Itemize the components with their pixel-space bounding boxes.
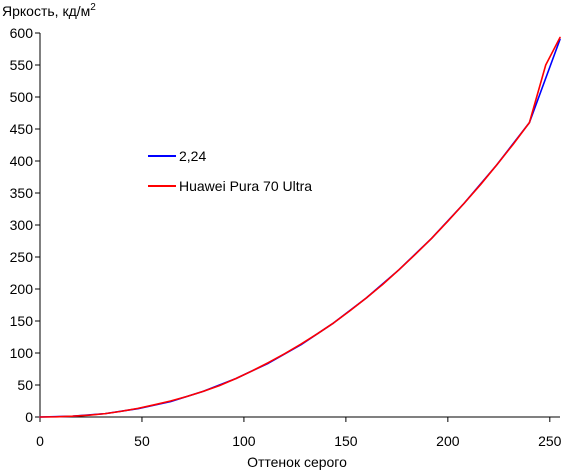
x-tick-label: 100 <box>232 433 256 449</box>
x-tick-label: 0 <box>36 433 44 449</box>
y-axis-title-superscript: 2 <box>90 2 96 13</box>
y-tick-label: 300 <box>10 217 34 233</box>
plot-area: 0 50 100 150 200 250 300 350 400 450 500 550 600 0 50 1… <box>10 25 562 449</box>
y-axis-title-text: Яркость, кд/м <box>2 3 90 19</box>
x-tick-label: 200 <box>436 433 460 449</box>
svg-text:Яркость, кд/м2: Яркость, кд/м2 <box>2 2 96 19</box>
y-tick-label: 50 <box>17 377 33 393</box>
series-line-0 <box>39 38 561 418</box>
x-axis-title: Оттенок серого <box>247 454 347 470</box>
series-line-1 <box>39 36 561 418</box>
x-tick-label: 150 <box>334 433 358 449</box>
x-tick-label: 250 <box>538 433 562 449</box>
y-tick-label: 0 <box>25 409 33 425</box>
y-tick-label: 500 <box>10 89 34 105</box>
y-tick-label: 600 <box>10 25 34 41</box>
legend-label-0: 2,24 <box>179 148 206 164</box>
legend-label-1: Huawei Pura 70 Ultra <box>179 178 312 194</box>
y-tick-label: 450 <box>10 121 34 137</box>
y-tick-label: 150 <box>10 313 34 329</box>
y-tick-label: 200 <box>10 281 34 297</box>
y-tick-label: 400 <box>10 153 34 169</box>
y-tick-label: 250 <box>10 249 34 265</box>
y-tick-label: 100 <box>10 345 34 361</box>
y-tick-label: 350 <box>10 185 34 201</box>
x-tick-label: 50 <box>134 433 150 449</box>
y-tick-label: 550 <box>10 57 34 73</box>
y-axis-title: Яркость, кд/м2 <box>2 2 96 19</box>
